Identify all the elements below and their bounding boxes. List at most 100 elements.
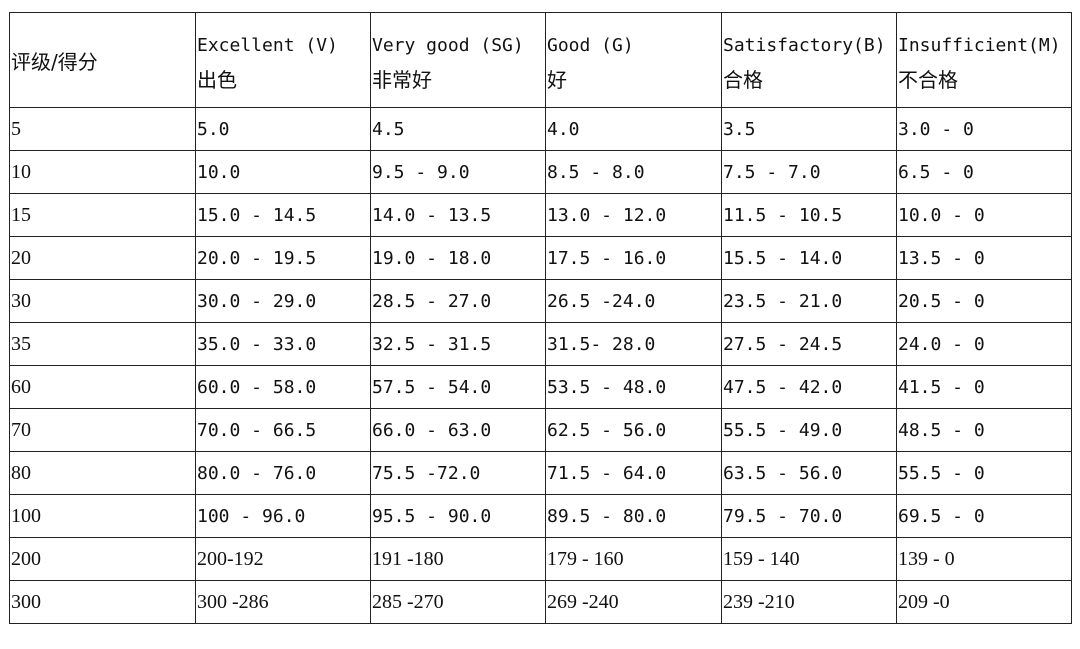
- range-cell: 5.0: [195, 107, 371, 151]
- table-row: 10 10.0 9.5 - 9.0 8.5 - 8.0 7.5 - 7.0 6.5 - 0: [9, 150, 1072, 194]
- range-cell: 30.0 - 29.0: [195, 279, 371, 323]
- range-cell: 4.5: [370, 107, 546, 151]
- table-row: 100 100 - 96.0 95.5 - 90.0 89.5 - 80.0 79.5 …: [9, 494, 1072, 538]
- header-cell-excellent: Excellent (V) 出色: [195, 12, 371, 108]
- score-cell: 70: [9, 408, 196, 452]
- range-cell: 23.5 - 21.0: [721, 279, 897, 323]
- range-cell: 20.5 - 0: [896, 279, 1072, 323]
- header-label-cn: 合格: [723, 68, 763, 92]
- range-cell: 41.5 - 0: [896, 365, 1072, 409]
- table-row: 15 15.0 - 14.5 14.0 - 13.5 13.0 - 12.0 11.5 …: [9, 193, 1072, 237]
- header-cell-insufficient: Insufficient(M) 不合格: [896, 12, 1072, 108]
- header-label-cn: 不合格: [898, 68, 958, 92]
- range-cell: 300 -286: [195, 580, 371, 624]
- range-cell: 179 - 160: [545, 537, 722, 581]
- range-cell: 27.5 - 24.5: [721, 322, 897, 366]
- header-label-en: Satisfactory(B): [723, 35, 886, 56]
- range-cell: 95.5 - 90.0: [370, 494, 546, 538]
- range-cell: 191 -180: [370, 537, 546, 581]
- range-cell: 209 -0: [896, 580, 1072, 624]
- range-cell: 10.0 - 0: [896, 193, 1072, 237]
- table-row: 80 80.0 - 76.0 75.5 -72.0 71.5 - 64.0 63.5 -…: [9, 451, 1072, 495]
- score-cell: 100: [9, 494, 196, 538]
- header-label-en: Very good (SG): [372, 35, 524, 56]
- range-cell: 75.5 -72.0: [370, 451, 546, 495]
- header-label-cn: 出色: [197, 68, 237, 92]
- range-cell: 71.5 - 64.0: [545, 451, 722, 495]
- header-label-en: Excellent (V): [197, 35, 338, 56]
- range-cell: 79.5 - 70.0: [721, 494, 897, 538]
- range-cell: 20.0 - 19.5: [195, 236, 371, 280]
- header-cell-satisfactory: Satisfactory(B) 合格: [721, 12, 897, 108]
- score-cell: 35: [9, 322, 196, 366]
- range-cell: 7.5 - 7.0: [721, 150, 897, 194]
- range-cell: 3.5: [721, 107, 897, 151]
- range-cell: 32.5 - 31.5: [370, 322, 546, 366]
- corner-header-cell: 评级/得分: [9, 12, 196, 108]
- range-cell: 17.5 - 16.0: [545, 236, 722, 280]
- range-cell: 19.0 - 18.0: [370, 236, 546, 280]
- table-row: 70 70.0 - 66.5 66.0 - 63.0 62.5 - 56.0 55.5 …: [9, 408, 1072, 452]
- range-cell: 47.5 - 42.0: [721, 365, 897, 409]
- range-cell: 9.5 - 9.0: [370, 150, 546, 194]
- range-cell: 66.0 - 63.0: [370, 408, 546, 452]
- table-row: 300 300 -286 285 -270 269 -240 239 -210 209 -…: [9, 580, 1072, 624]
- range-cell: 15.0 - 14.5: [195, 193, 371, 237]
- score-cell: 80: [9, 451, 196, 495]
- score-cell: 60: [9, 365, 196, 409]
- header-label-en: Good (G): [547, 35, 634, 56]
- range-cell: 63.5 - 56.0: [721, 451, 897, 495]
- range-cell: 60.0 - 58.0: [195, 365, 371, 409]
- range-cell: 10.0: [195, 150, 371, 194]
- score-cell: 15: [9, 193, 196, 237]
- header-cell-very-good: Very good (SG) 非常好: [370, 12, 546, 108]
- range-cell: 28.5 - 27.0: [370, 279, 546, 323]
- range-cell: 4.0: [545, 107, 722, 151]
- table-row: 30 30.0 - 29.0 28.5 - 27.0 26.5 -24.0 23.5 -…: [9, 279, 1072, 323]
- table-body: 评级/得分 Excellent (V) 出色 Very good (SG) 非常…: [9, 12, 1072, 624]
- range-cell: 62.5 - 56.0: [545, 408, 722, 452]
- range-cell: 35.0 - 33.0: [195, 322, 371, 366]
- range-cell: 80.0 - 76.0: [195, 451, 371, 495]
- score-cell: 30: [9, 279, 196, 323]
- score-cell: 5: [9, 107, 196, 151]
- range-cell: 8.5 - 8.0: [545, 150, 722, 194]
- range-cell: 269 -240: [545, 580, 722, 624]
- score-cell: 20: [9, 236, 196, 280]
- table-row: 20 20.0 - 19.5 19.0 - 18.0 17.5 - 16.0 15.5 …: [9, 236, 1072, 280]
- score-cell: 10: [9, 150, 196, 194]
- header-cell-good: Good (G) 好: [545, 12, 722, 108]
- range-cell: 15.5 - 14.0: [721, 236, 897, 280]
- table-row: 5 5.0 4.5 4.0 3.5 3.0 - 0: [9, 107, 1072, 151]
- range-cell: 53.5 - 48.0: [545, 365, 722, 409]
- range-cell: 11.5 - 10.5: [721, 193, 897, 237]
- grade-score-table: 评级/得分 Excellent (V) 出色 Very good (SG) 非常…: [9, 12, 1072, 624]
- range-cell: 24.0 - 0: [896, 322, 1072, 366]
- range-cell: 55.5 - 0: [896, 451, 1072, 495]
- table-row: 60 60.0 - 58.0 57.5 - 54.0 53.5 - 48.0 47.5 …: [9, 365, 1072, 409]
- range-cell: 48.5 - 0: [896, 408, 1072, 452]
- range-cell: 100 - 96.0: [195, 494, 371, 538]
- header-label-cn: 好: [547, 68, 567, 92]
- range-cell: 89.5 - 80.0: [545, 494, 722, 538]
- table-row: 35 35.0 - 33.0 32.5 - 31.5 31.5- 28.0 27.5 -…: [9, 322, 1072, 366]
- range-cell: 31.5- 28.0: [545, 322, 722, 366]
- header-label-cn: 非常好: [372, 68, 432, 92]
- range-cell: 6.5 - 0: [896, 150, 1072, 194]
- header-row: 评级/得分 Excellent (V) 出色 Very good (SG) 非常…: [9, 12, 1072, 108]
- score-cell: 300: [9, 580, 196, 624]
- header-label-en: Insufficient(M): [898, 35, 1061, 56]
- range-cell: 69.5 - 0: [896, 494, 1072, 538]
- range-cell: 26.5 -24.0: [545, 279, 722, 323]
- range-cell: 57.5 - 54.0: [370, 365, 546, 409]
- range-cell: 70.0 - 66.5: [195, 408, 371, 452]
- range-cell: 55.5 - 49.0: [721, 408, 897, 452]
- range-cell: 159 - 140: [721, 537, 897, 581]
- range-cell: 3.0 - 0: [896, 107, 1072, 151]
- range-cell: 13.5 - 0: [896, 236, 1072, 280]
- score-cell: 200: [9, 537, 196, 581]
- range-cell: 239 -210: [721, 580, 897, 624]
- range-cell: 285 -270: [370, 580, 546, 624]
- range-cell: 14.0 - 13.5: [370, 193, 546, 237]
- range-cell: 13.0 - 12.0: [545, 193, 722, 237]
